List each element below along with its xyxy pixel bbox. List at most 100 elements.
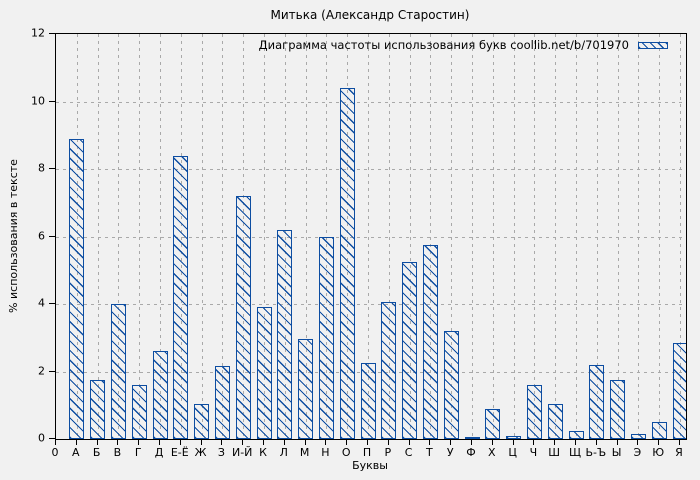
gridline-vertical (409, 34, 411, 439)
x-tick-label: Ь-Ъ (585, 446, 607, 459)
bar (235, 196, 251, 439)
gridline-vertical (638, 34, 640, 439)
gridline-vertical (97, 34, 99, 439)
gridline-vertical (513, 34, 515, 439)
bar (69, 138, 85, 439)
gridline-vertical (388, 34, 390, 439)
x-axis-tick (283, 439, 285, 445)
x-tick-label: З (217, 446, 225, 459)
x-tick-label: О (341, 446, 351, 459)
x-tick-label: А (72, 446, 80, 459)
x-tick-label: 0 (51, 446, 59, 459)
x-tick-label: Ш (548, 446, 561, 459)
gridline-vertical (160, 34, 161, 439)
x-axis-tick (367, 439, 368, 445)
bar (339, 88, 355, 439)
x-axis-tick (554, 439, 556, 445)
gridline-vertical (118, 34, 120, 439)
x-axis-tick (679, 439, 680, 445)
y-axis-tick (49, 168, 55, 169)
y-tick-label: 12 (31, 26, 45, 40)
x-axis-tick (595, 439, 597, 445)
x-axis-tick (408, 439, 410, 445)
bar (422, 244, 438, 439)
gridline-vertical (555, 34, 557, 439)
x-axis-tick (242, 439, 244, 445)
y-tick-label: 6 (38, 229, 45, 242)
bar (90, 379, 106, 439)
x-axis-tick (429, 439, 431, 445)
x-axis-tick (96, 439, 98, 445)
plot-canvas (56, 34, 686, 439)
bar (214, 366, 230, 439)
x-axis-tick (491, 439, 493, 445)
bar (277, 229, 293, 439)
x-axis-tick (138, 439, 140, 445)
gridline-vertical (472, 34, 473, 439)
x-axis-tick (450, 439, 452, 445)
gridline-vertical (680, 34, 681, 439)
y-axis-tick (49, 303, 55, 304)
gridline-vertical (659, 34, 661, 439)
x-axis-title: Буквы (352, 459, 388, 472)
x-axis-tick (159, 439, 160, 445)
x-tick-label: Ы (611, 446, 622, 459)
x-axis-tick (387, 439, 389, 445)
gridline-vertical (617, 34, 619, 439)
y-axis-tick (49, 33, 55, 34)
bar (318, 236, 334, 439)
bar (589, 364, 605, 439)
y-tick-label: 2 (38, 364, 45, 377)
bar (152, 351, 168, 439)
bar (381, 302, 397, 439)
y-axis-tick (49, 100, 55, 102)
legend-swatch-icon (638, 41, 668, 49)
x-tick-label: Д (154, 446, 164, 459)
x-axis-tick (637, 439, 639, 445)
x-tick-label: Л (279, 446, 288, 459)
x-tick-label: Х (488, 446, 496, 459)
gridline-vertical (222, 34, 224, 439)
gridline-vertical (201, 34, 203, 439)
bar (464, 436, 480, 439)
x-axis-tick (200, 439, 202, 445)
x-tick-label: Н (321, 446, 330, 459)
bar (672, 342, 686, 439)
x-axis-tick (304, 439, 306, 445)
y-axis-tick (49, 370, 55, 372)
gridline-vertical (430, 34, 432, 439)
x-tick-label: К (259, 446, 267, 459)
bar (131, 385, 147, 439)
y-tick-label: 10 (31, 94, 45, 107)
x-tick-label: Г (134, 446, 142, 459)
x-axis-tick (471, 439, 472, 445)
gridline-horizontal (56, 236, 686, 238)
gridline-vertical (139, 34, 141, 439)
x-axis-tick (658, 439, 660, 445)
gridline-vertical (264, 34, 265, 439)
bar (506, 435, 522, 439)
x-tick-label: Т (426, 446, 433, 459)
x-tick-label: М (299, 446, 310, 459)
bar (630, 433, 646, 439)
x-axis-tick (117, 439, 119, 445)
chart-title: Митька (Александр Старостин) (270, 8, 470, 22)
x-tick-label: Ю (652, 446, 665, 459)
x-tick-label: Ц (508, 446, 517, 459)
bar (443, 331, 459, 439)
x-tick-label: Е-Ё (170, 446, 189, 459)
bar (402, 261, 418, 439)
y-tick-label: 0 (38, 431, 45, 445)
x-axis-tick (512, 439, 514, 445)
bar (610, 379, 626, 439)
x-tick-label: У (446, 446, 454, 459)
bar (568, 430, 584, 439)
legend-label: Диаграмма частоты использования букв coo… (258, 38, 629, 52)
x-tick-label: Б (92, 446, 101, 459)
bar (651, 422, 667, 439)
bar (173, 155, 189, 439)
bar (110, 304, 126, 439)
y-tick-label: 4 (38, 296, 45, 310)
x-tick-label: И-Й (231, 446, 253, 459)
